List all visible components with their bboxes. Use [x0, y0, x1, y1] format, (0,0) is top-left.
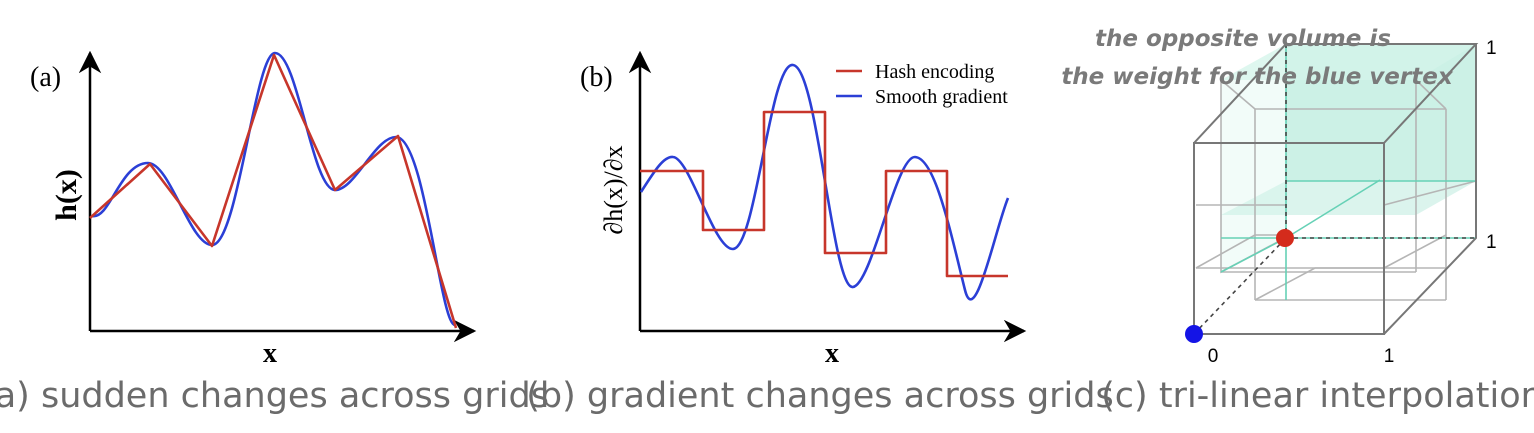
cube-outline [1193, 43, 1479, 335]
note-line-1: the opposite volume is [1095, 26, 1391, 52]
panel-c: 0 1 1 1 the opposite volume is the weigh… [1061, 26, 1534, 416]
tick-origin: 0 [1208, 346, 1219, 367]
panel-a-tag: (a) [30, 62, 61, 93]
panel-b-legend: Hash encoding Smooth gradient [836, 61, 1008, 108]
panel-a-smooth-curve [91, 51, 456, 327]
panel-a-ylabel: h(x) [50, 169, 83, 221]
note-line-2: the weight for the blue vertex [1061, 64, 1454, 90]
blue-vertex [1185, 325, 1203, 343]
panel-a-caption: (a) sudden changes across grids [0, 376, 549, 416]
tick-y-one: 1 [1486, 232, 1497, 253]
panel-b-xlabel: x [825, 338, 839, 369]
legend-hash-label: Hash encoding [875, 61, 994, 83]
tick-z-one: 1 [1486, 38, 1497, 59]
legend-smooth-label: Smooth gradient [875, 86, 1008, 108]
cube-hidden-edges [1193, 44, 1476, 335]
interpolated-point [1276, 229, 1294, 247]
panel-b-hash-steps [640, 110, 1008, 278]
tick-x-one: 1 [1384, 346, 1395, 367]
panel-a-hash-curve [89, 53, 458, 329]
panel-a: (a) h(x) x (a) sudden changes across gri… [0, 50, 549, 416]
panel-b-smooth-curve [639, 63, 1010, 301]
panel-c-caption: (c) tri-linear interpolation [1101, 376, 1534, 416]
panel-a-xlabel: x [263, 338, 277, 369]
panel-b-tag: (b) [580, 62, 613, 93]
panel-b: (b) ∂h(x)/∂x x Hash encoding Smooth grad… [526, 50, 1114, 416]
panel-b-caption: (b) gradient changes across grids [526, 376, 1113, 416]
opposite-volume [1221, 44, 1476, 272]
panel-b-ylabel: ∂h(x)/∂x [599, 145, 628, 234]
